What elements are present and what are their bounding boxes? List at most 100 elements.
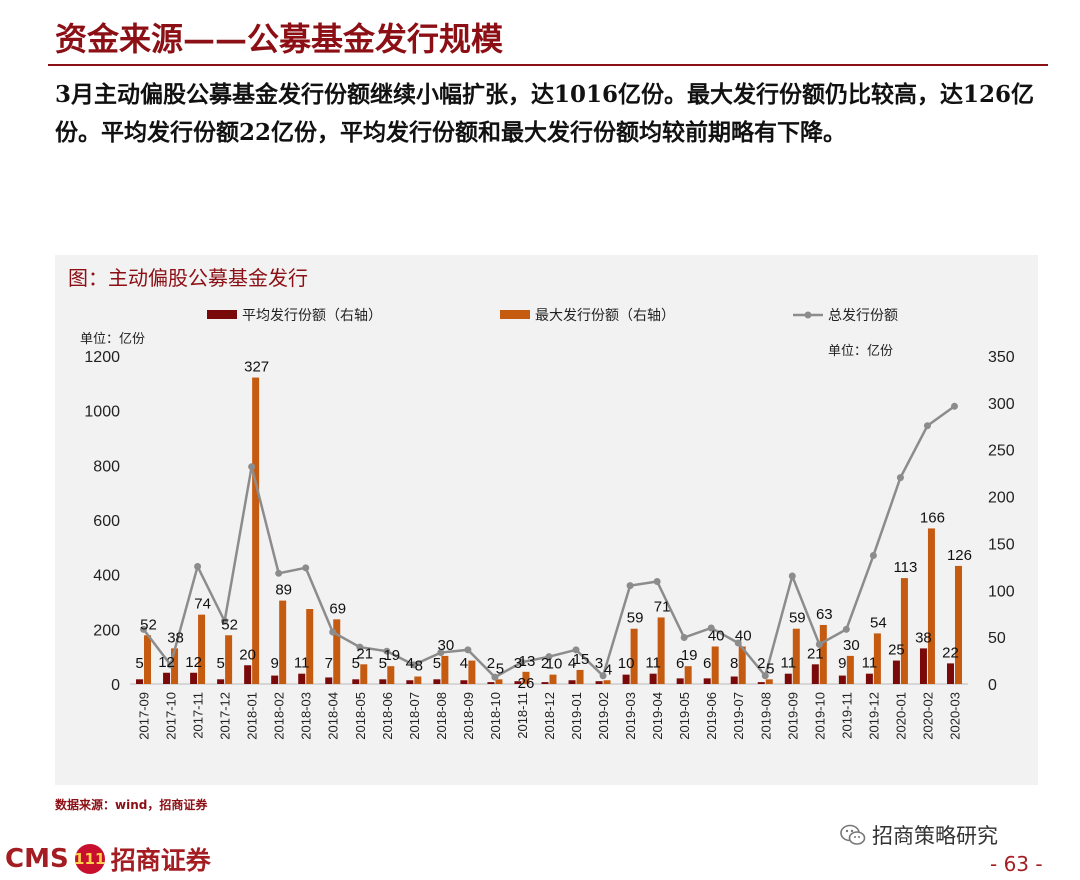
total-point: [842, 625, 850, 633]
right-axis-tick: 250: [988, 443, 1015, 460]
avg-bar: [163, 672, 171, 684]
wechat-name: 招商策略研究: [872, 824, 998, 848]
x-axis-label: 2018-12: [542, 692, 557, 740]
logo-mark-icon: 111: [74, 844, 105, 874]
max-bar: [414, 676, 422, 684]
total-point: [545, 653, 553, 661]
right-axis-tick: 100: [988, 583, 1015, 600]
x-axis-label: 2019-10: [812, 692, 827, 740]
logo-text: CMS: [5, 844, 69, 874]
max-bar: [684, 666, 692, 684]
chart-panel: [55, 255, 1038, 785]
avg-label: 20: [239, 646, 256, 663]
avg-label: 4: [460, 655, 468, 672]
total-point: [707, 624, 715, 632]
avg-label: 3: [595, 655, 603, 672]
avg-label: 11: [862, 655, 878, 672]
avg-label: 5: [352, 655, 360, 672]
avg-label: 9: [271, 655, 279, 672]
avg-bar: [298, 673, 306, 684]
avg-label: 11: [294, 655, 310, 672]
x-axis-label: 2019-02: [596, 692, 611, 740]
avg-label: 38: [915, 629, 932, 646]
avg-bar: [433, 679, 441, 684]
max-label: 113: [893, 559, 917, 576]
x-axis-label: 2017-10: [164, 692, 179, 740]
left-axis-tick: 400: [93, 568, 120, 585]
max-label: 89: [275, 582, 292, 599]
total-point: [761, 672, 769, 680]
x-axis-label: 2018-04: [326, 692, 341, 740]
avg-label: 2: [541, 655, 549, 672]
avg-bar: [379, 679, 387, 684]
data-source: 数据来源：wind，招商证券: [55, 798, 208, 812]
left-axis-tick: 0: [111, 677, 120, 694]
max-bar: [306, 609, 314, 684]
max-label: 52: [221, 616, 238, 633]
legend-total-marker: [804, 311, 812, 319]
max-bar: [522, 671, 530, 684]
total-point: [626, 582, 634, 590]
total-line: [142, 405, 956, 679]
wechat-icon: [840, 824, 866, 845]
legend-avg-swatch: [207, 310, 237, 319]
max-bar: [711, 646, 719, 684]
total-point: [410, 661, 418, 669]
x-axis-label: 2018-05: [353, 692, 368, 740]
left-axis-unit: 单位：亿份: [80, 332, 145, 347]
max-bar: [360, 664, 368, 684]
max-bar: [630, 628, 638, 684]
x-axis-label: 2018-08: [434, 692, 449, 740]
avg-bar: [325, 677, 333, 684]
avg-bar: [892, 660, 900, 684]
avg-bar: [271, 675, 279, 684]
max-label: 74: [194, 596, 211, 613]
total-point: [302, 564, 310, 572]
avg-bar: [838, 675, 846, 684]
total-point: [140, 625, 148, 633]
total-point: [653, 578, 661, 585]
x-axis-label: 2018-06: [380, 692, 395, 740]
avg-bar: [946, 663, 954, 684]
x-axis-label: 2019-11: [839, 692, 854, 739]
left-axis-tick: 1000: [84, 404, 120, 421]
total-point: [275, 569, 283, 577]
max-label: 4: [604, 661, 612, 678]
avg-bar: [541, 682, 549, 684]
max-label: 54: [870, 614, 887, 631]
avg-label: 22: [942, 644, 959, 661]
wechat-account[interactable]: 招商策略研究: [840, 820, 998, 850]
summary-text: 3月主动偏股公募基金发行份额继续小幅扩张，达1016亿份。最大发行份额仍比较高，…: [55, 81, 1035, 146]
max-label: 5: [496, 660, 504, 677]
x-axis-label: 2019-07: [731, 692, 746, 740]
avg-bar: [244, 665, 252, 684]
left-axis-tick: 600: [93, 513, 120, 530]
max-label: 5: [766, 660, 774, 677]
page-number: - 63 -: [990, 852, 1043, 876]
max-bar: [549, 674, 557, 684]
max-bar: [927, 528, 935, 684]
max-label: 71: [654, 598, 671, 615]
avg-label: 4: [568, 655, 576, 672]
total-point: [815, 640, 823, 648]
max-label: 40: [735, 628, 752, 645]
avg-bar: [190, 672, 198, 684]
avg-label: 5: [433, 655, 441, 672]
total-point: [167, 661, 175, 669]
right-axis-tick: 300: [988, 396, 1015, 413]
title-rule: [48, 64, 1048, 66]
avg-bar: [757, 682, 765, 684]
max-bar: [576, 669, 584, 684]
max-label: 38: [167, 629, 184, 646]
total-point: [518, 658, 526, 666]
max-bar: [900, 578, 908, 684]
max-bar: [387, 666, 395, 684]
logo-cn: 招商证券: [110, 846, 211, 875]
chart-title: 图：主动偏股公募基金发行: [68, 266, 308, 290]
max-bar: [441, 655, 449, 684]
max-bar: [657, 617, 665, 684]
max-label: 166: [920, 509, 945, 526]
max-bar: [819, 624, 827, 684]
right-axis-tick: 350: [988, 349, 1015, 366]
total-point: [221, 617, 229, 625]
